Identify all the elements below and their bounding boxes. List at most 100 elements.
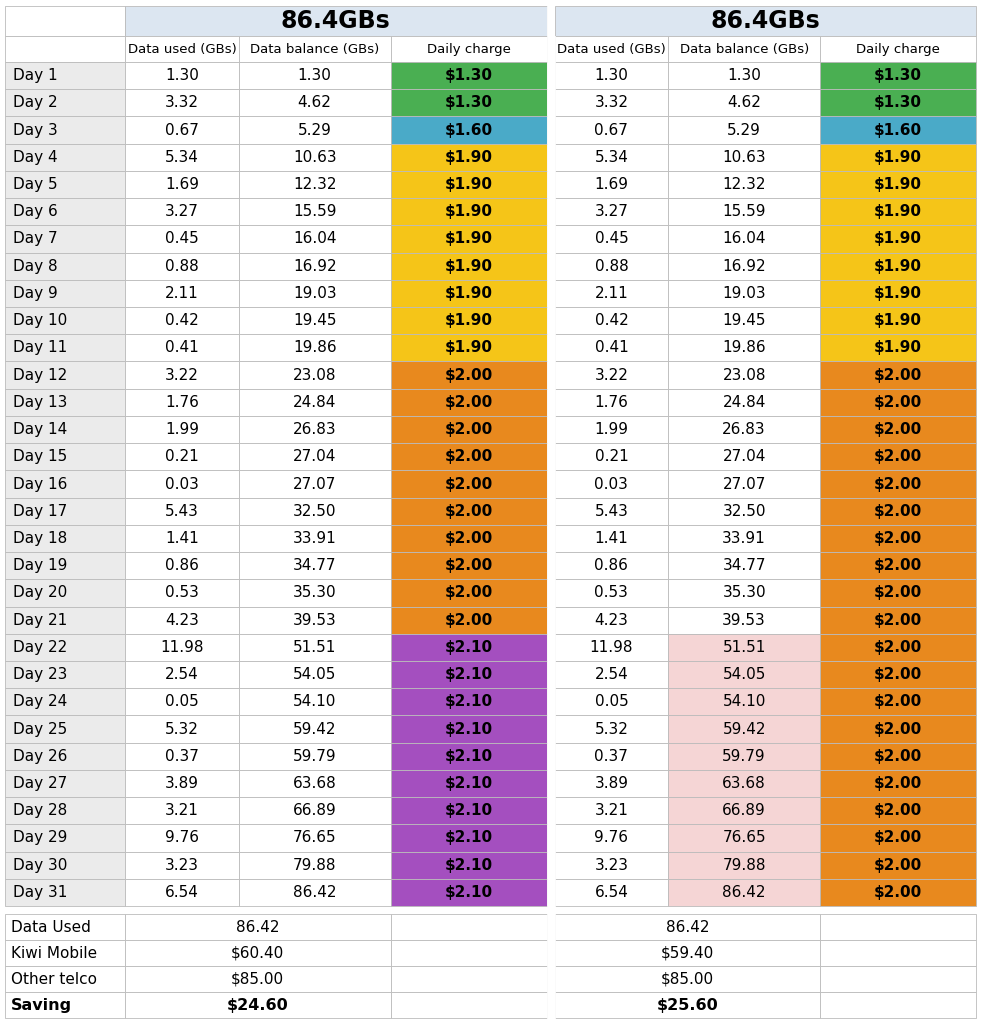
- Text: $1.90: $1.90: [444, 313, 492, 328]
- Text: 27.07: 27.07: [722, 476, 766, 492]
- Text: 2.54: 2.54: [165, 667, 199, 682]
- Text: Day 13: Day 13: [13, 395, 68, 410]
- Text: 66.89: 66.89: [722, 803, 766, 818]
- Bar: [668, 143, 820, 171]
- Bar: [668, 361, 820, 389]
- Text: 39.53: 39.53: [292, 612, 336, 628]
- Text: Day 3: Day 3: [13, 123, 58, 137]
- Bar: [125, 143, 238, 171]
- Bar: [820, 525, 976, 552]
- Bar: [238, 225, 390, 253]
- Text: $2.00: $2.00: [874, 558, 922, 573]
- Text: $1.90: $1.90: [444, 259, 492, 273]
- Text: 33.91: 33.91: [292, 531, 336, 546]
- Bar: [820, 552, 976, 580]
- Bar: [820, 824, 976, 852]
- Text: 1.30: 1.30: [727, 69, 761, 83]
- Text: 34.77: 34.77: [722, 558, 766, 573]
- Text: $1.90: $1.90: [874, 231, 922, 247]
- Bar: [546, 914, 554, 940]
- Text: 0.86: 0.86: [165, 558, 199, 573]
- Bar: [554, 580, 668, 606]
- Text: 3.32: 3.32: [594, 95, 629, 111]
- Bar: [125, 89, 238, 117]
- Bar: [668, 606, 820, 634]
- Bar: [238, 36, 390, 62]
- Bar: [546, 6, 554, 36]
- Text: $2.10: $2.10: [444, 803, 492, 818]
- Bar: [5, 879, 125, 906]
- Text: $2.00: $2.00: [444, 395, 492, 410]
- Text: 23.08: 23.08: [293, 368, 336, 383]
- Bar: [546, 879, 554, 906]
- Bar: [668, 688, 820, 716]
- Bar: [238, 198, 390, 225]
- Bar: [546, 992, 554, 1018]
- Bar: [390, 280, 546, 307]
- Text: $1.90: $1.90: [874, 177, 922, 193]
- Bar: [554, 334, 668, 361]
- Bar: [554, 89, 668, 117]
- Bar: [554, 688, 668, 716]
- Bar: [668, 225, 820, 253]
- Bar: [390, 797, 546, 824]
- Text: 5.43: 5.43: [165, 504, 199, 519]
- Text: 1.30: 1.30: [298, 69, 332, 83]
- Text: Day 24: Day 24: [13, 694, 68, 710]
- Bar: [554, 416, 668, 443]
- Text: 1.30: 1.30: [165, 69, 199, 83]
- Text: Data balance (GBs): Data balance (GBs): [250, 43, 380, 55]
- Bar: [554, 634, 668, 660]
- Text: 3.23: 3.23: [594, 858, 629, 872]
- Bar: [390, 716, 546, 742]
- Bar: [820, 117, 976, 143]
- Text: Day 22: Day 22: [13, 640, 68, 655]
- Bar: [668, 198, 820, 225]
- Bar: [554, 443, 668, 470]
- Bar: [238, 552, 390, 580]
- Bar: [238, 634, 390, 660]
- Bar: [5, 443, 125, 470]
- Text: $2.00: $2.00: [874, 722, 922, 736]
- Bar: [125, 552, 238, 580]
- Bar: [125, 580, 238, 606]
- Bar: [820, 389, 976, 416]
- Text: 11.98: 11.98: [160, 640, 204, 655]
- Text: $2.00: $2.00: [444, 558, 492, 573]
- Text: Day 8: Day 8: [13, 259, 58, 273]
- Bar: [125, 225, 238, 253]
- Text: 3.89: 3.89: [165, 776, 199, 791]
- Text: 2.11: 2.11: [165, 286, 199, 301]
- Bar: [125, 470, 238, 498]
- Text: 86.42: 86.42: [722, 885, 766, 900]
- Bar: [554, 552, 668, 580]
- Text: $1.30: $1.30: [444, 95, 492, 111]
- Text: Day 29: Day 29: [13, 830, 68, 846]
- Bar: [546, 580, 554, 606]
- Text: Day 6: Day 6: [13, 204, 58, 219]
- Bar: [668, 552, 820, 580]
- Bar: [5, 416, 125, 443]
- Bar: [546, 143, 554, 171]
- Text: 66.89: 66.89: [292, 803, 336, 818]
- Text: $24.60: $24.60: [227, 997, 288, 1013]
- Bar: [390, 660, 546, 688]
- Bar: [820, 606, 976, 634]
- Bar: [554, 824, 668, 852]
- Text: Day 14: Day 14: [13, 422, 68, 437]
- Text: 5.34: 5.34: [165, 150, 199, 165]
- Bar: [5, 688, 125, 716]
- Bar: [238, 879, 390, 906]
- Text: 3.21: 3.21: [594, 803, 629, 818]
- Text: 5.29: 5.29: [298, 123, 332, 137]
- Bar: [554, 660, 668, 688]
- Bar: [125, 280, 238, 307]
- Text: $2.00: $2.00: [874, 640, 922, 655]
- Text: 59.42: 59.42: [293, 722, 336, 736]
- Bar: [5, 634, 125, 660]
- Bar: [668, 117, 820, 143]
- Bar: [125, 606, 238, 634]
- Bar: [820, 914, 976, 940]
- Bar: [820, 797, 976, 824]
- Text: 1.76: 1.76: [594, 395, 629, 410]
